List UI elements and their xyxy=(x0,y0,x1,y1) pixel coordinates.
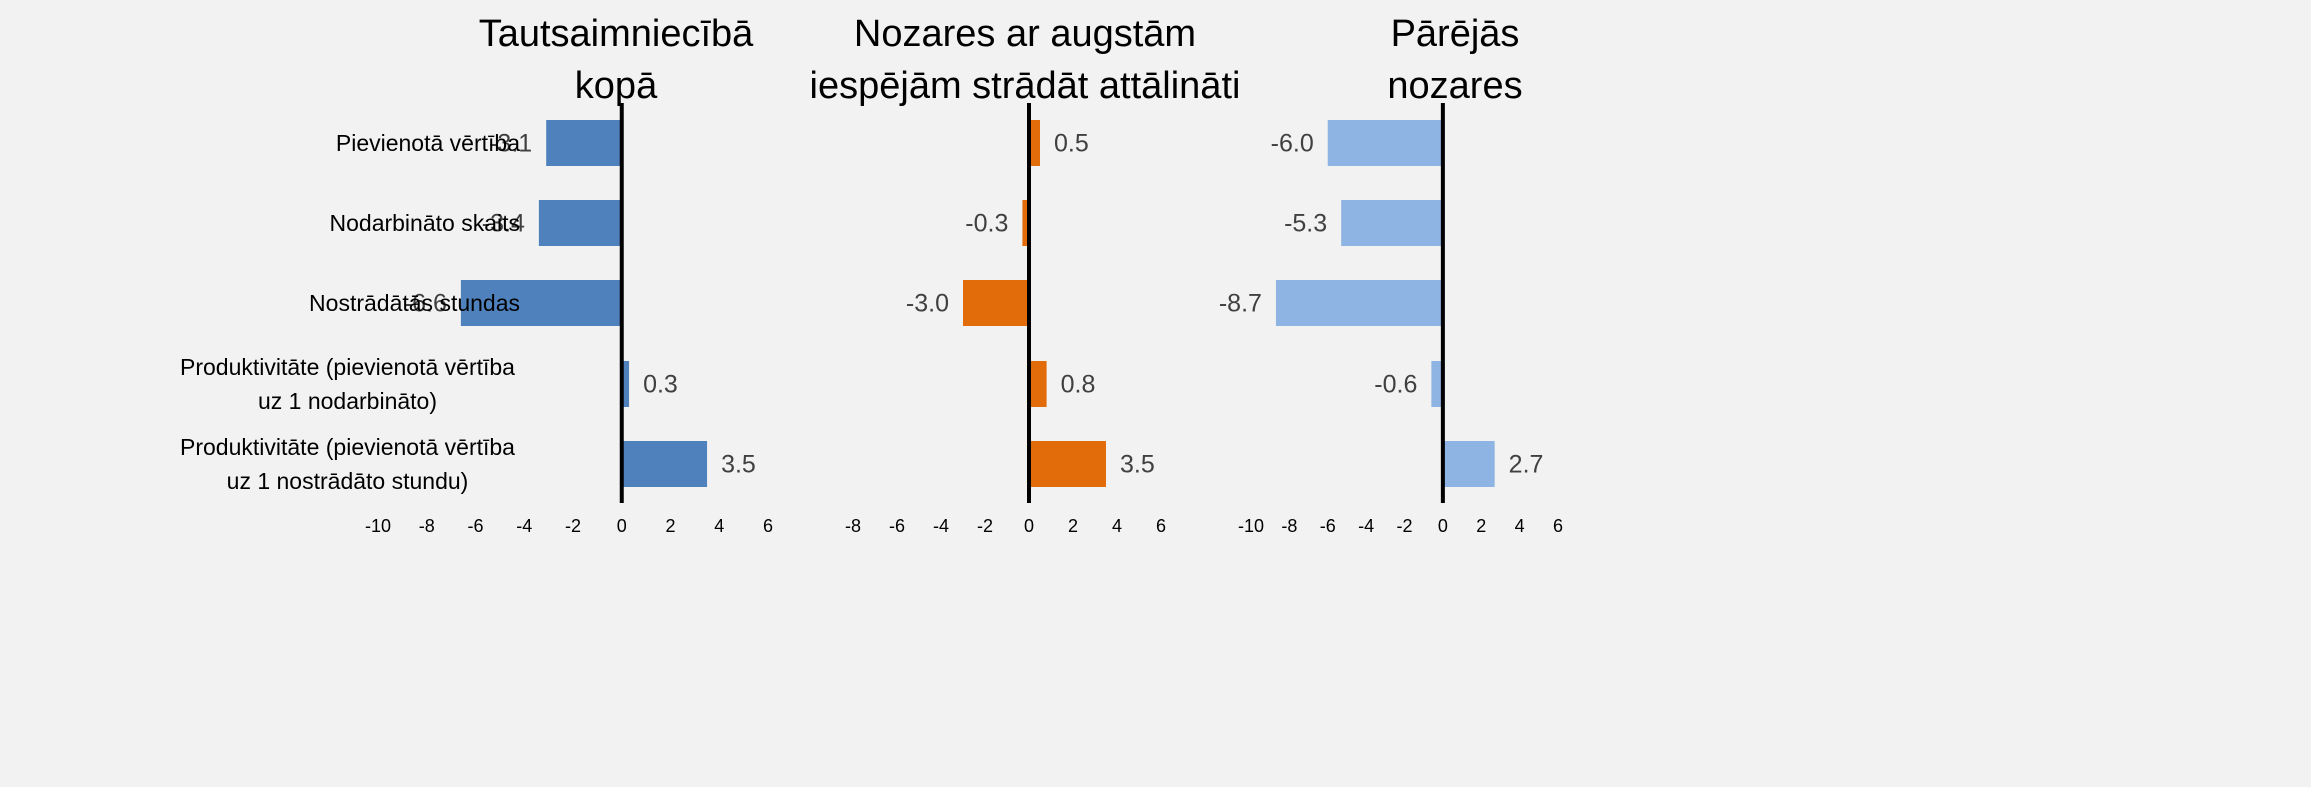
text: Pievienotā vērtība xyxy=(335,130,520,156)
value-label: -3.4 xyxy=(482,210,525,238)
bar xyxy=(1442,441,1495,487)
x-tick-label: 4 xyxy=(1515,516,1525,536)
x-tick-label: 6 xyxy=(763,516,773,536)
category-label: Nostrādātās stundas xyxy=(175,286,520,320)
x-tick-label: -6 xyxy=(1320,516,1336,536)
panel-title: Pārējās nozares xyxy=(1360,8,1550,112)
bar xyxy=(546,120,622,166)
panel-title: Tautsaimniecībā kopā xyxy=(466,8,766,112)
value-label: -3.0 xyxy=(906,290,949,318)
x-tick-label: -10 xyxy=(365,516,391,536)
x-tick-label: 0 xyxy=(617,516,627,536)
x-tick-label: -10 xyxy=(1238,516,1264,536)
x-tick-label: 0 xyxy=(1438,516,1448,536)
x-tick-label: 0 xyxy=(1024,516,1034,536)
x-tick-label: -8 xyxy=(845,516,861,536)
text: Tautsaimniecībā kopā xyxy=(478,13,754,107)
bar xyxy=(1341,200,1443,246)
bar xyxy=(1022,200,1029,246)
x-tick-label: 6 xyxy=(1156,516,1166,536)
x-tick-label: -2 xyxy=(977,516,993,536)
category-label: Produktivitāte (pievienotā vērtība uz 1 … xyxy=(175,430,520,498)
bar xyxy=(1029,361,1047,407)
x-tick-label: 4 xyxy=(714,516,724,536)
text: Nostrādātās stundas xyxy=(309,290,520,316)
x-tick-label: 2 xyxy=(1068,516,1078,536)
value-label: -3.1 xyxy=(489,130,532,158)
bar xyxy=(1029,120,1040,166)
category-label: Pievienotā vērtība xyxy=(175,126,520,160)
value-label: 0.5 xyxy=(1054,130,1089,158)
value-label: 0.8 xyxy=(1061,371,1096,399)
bar xyxy=(1327,120,1443,166)
x-tick-label: -6 xyxy=(889,516,905,536)
value-label: 3.5 xyxy=(1120,451,1155,479)
text: Nozares ar augstām iespējām strādāt attā… xyxy=(809,13,1241,107)
bar xyxy=(1431,361,1443,407)
x-tick-label: 6 xyxy=(1553,516,1563,536)
x-tick-label: 2 xyxy=(665,516,675,536)
panel-title: Nozares ar augstām iespējām strādāt attā… xyxy=(790,8,1260,112)
x-tick-label: -8 xyxy=(419,516,435,536)
value-label: -6.0 xyxy=(1271,130,1314,158)
bar xyxy=(538,200,622,246)
bar xyxy=(621,441,708,487)
bar xyxy=(460,280,622,326)
value-label: 3.5 xyxy=(721,451,756,479)
bar xyxy=(621,361,630,407)
text: Nodarbināto skaits xyxy=(329,210,521,236)
x-tick-label: -4 xyxy=(516,516,532,536)
x-tick-label: -4 xyxy=(933,516,949,536)
value-label: 2.7 xyxy=(1509,451,1544,479)
bar xyxy=(1275,280,1443,326)
x-tick-label: -6 xyxy=(467,516,483,536)
text: Produktivitāte (pievienotā vērtība uz 1 … xyxy=(180,354,515,414)
text: Pārējās nozares xyxy=(1387,13,1523,107)
x-tick-label: 4 xyxy=(1112,516,1122,536)
bar xyxy=(963,280,1029,326)
x-tick-label: 2 xyxy=(1476,516,1486,536)
value-label: -0.3 xyxy=(965,210,1008,238)
value-label: -0.6 xyxy=(1374,371,1417,399)
value-label: -5.3 xyxy=(1284,210,1327,238)
value-label: -8.7 xyxy=(1219,290,1262,318)
x-tick-label: -2 xyxy=(565,516,581,536)
x-tick-label: -4 xyxy=(1358,516,1374,536)
x-tick-label: -8 xyxy=(1281,516,1297,536)
value-label: 0.3 xyxy=(643,371,678,399)
value-label: -6.6 xyxy=(404,290,447,318)
text: Produktivitāte (pievienotā vērtība uz 1 … xyxy=(180,434,515,494)
x-tick-label: -2 xyxy=(1396,516,1412,536)
category-label: Nodarbināto skaits xyxy=(175,206,521,240)
category-label: Produktivitāte (pievienotā vērtība uz 1 … xyxy=(175,350,520,418)
bar xyxy=(1029,441,1106,487)
